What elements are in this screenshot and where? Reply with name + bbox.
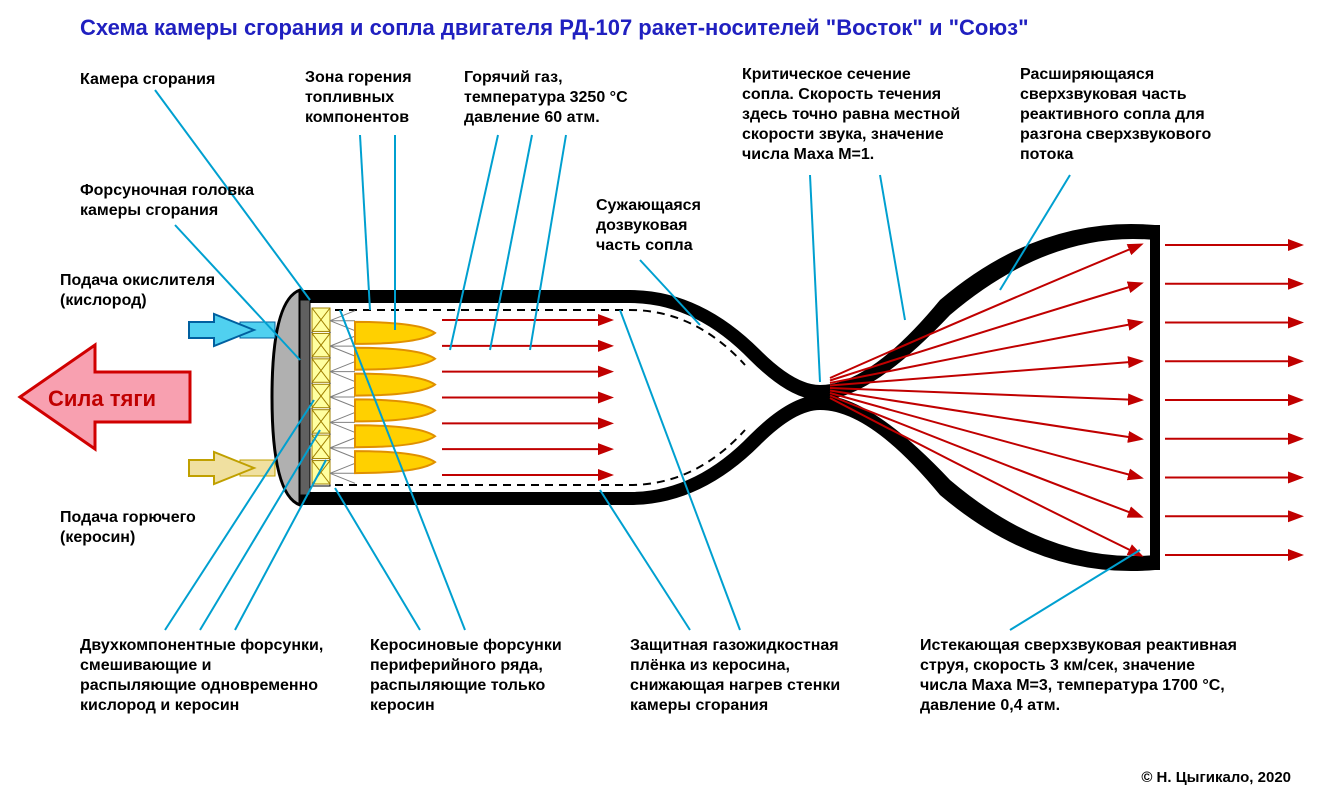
label-diverging: Расширяющаясясверхзвуковая частьреактивн… — [1020, 65, 1211, 165]
label-protective-film: Защитная газожидкостнаяплёнка из керосин… — [630, 636, 840, 716]
label-kerosene-injectors: Керосиновые форсункипериферийного ряда,р… — [370, 636, 562, 716]
label-oxidizer-feed: Подача окислителя(кислород) — [60, 271, 215, 311]
label-injector-head: Форсуночная головкакамеры сгорания — [80, 181, 254, 221]
copyright: © Н. Цыгикало, 2020 — [1141, 769, 1291, 786]
label-combustion-zone: Зона горениятопливныхкомпонентов — [305, 68, 412, 128]
label-fuel-feed: Подача горючего(керосин) — [60, 508, 196, 548]
engine-body — [272, 224, 1160, 571]
label-combustion-chamber: Камера сгорания — [80, 70, 215, 90]
label-throat: Критическое сечениесопла. Скорость течен… — [742, 65, 960, 165]
label-hot-gas: Горячий газ,температура 3250 °Сдавление … — [464, 68, 628, 128]
exhaust-flow — [1165, 245, 1300, 555]
thrust-label: Сила тяги — [48, 386, 156, 412]
label-bipropellant: Двухкомпонентные форсунки,смешивающие ир… — [80, 636, 323, 716]
label-converging: Сужающаясядозвуковаячасть сопла — [596, 196, 701, 256]
chamber-flow — [442, 320, 610, 475]
injectors — [312, 308, 355, 486]
label-exhaust-jet: Истекающая сверхзвуковая реактивнаяструя… — [920, 636, 1237, 716]
